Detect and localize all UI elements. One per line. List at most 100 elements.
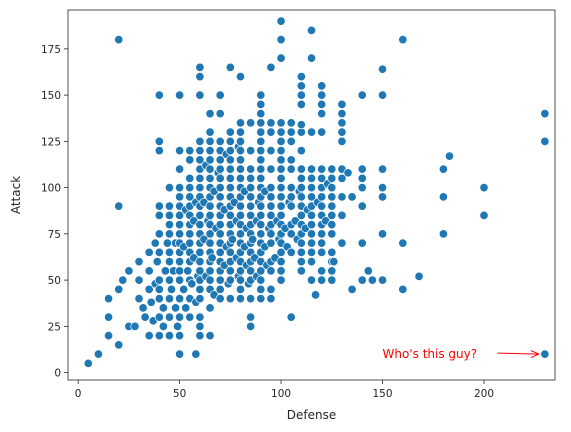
data-point	[196, 257, 204, 265]
data-point	[257, 128, 265, 136]
data-point	[125, 267, 133, 275]
annotation-text: Who's this guy?	[383, 347, 478, 361]
data-point	[328, 220, 336, 228]
data-point	[297, 183, 305, 191]
data-point	[175, 183, 183, 191]
data-point	[317, 193, 325, 201]
data-point	[226, 276, 234, 284]
data-point	[267, 128, 275, 136]
data-point	[186, 156, 194, 164]
data-point	[226, 63, 234, 71]
data-point	[267, 119, 275, 127]
data-point	[165, 230, 173, 238]
data-point	[115, 202, 123, 210]
data-point	[277, 174, 285, 182]
data-point	[338, 128, 346, 136]
data-point	[145, 331, 153, 339]
data-point	[378, 230, 386, 238]
y-tick-label: 0	[54, 368, 61, 380]
data-point	[307, 220, 315, 228]
data-point	[358, 276, 366, 284]
data-point	[163, 239, 171, 247]
data-point	[267, 285, 275, 293]
data-point	[135, 294, 143, 302]
data-point	[155, 313, 163, 321]
data-point	[196, 63, 204, 71]
data-point	[317, 91, 325, 99]
data-point	[206, 202, 214, 210]
data-point	[226, 174, 234, 182]
data-point	[368, 276, 376, 284]
data-point	[155, 285, 163, 293]
data-point	[184, 267, 192, 275]
data-point	[541, 350, 549, 358]
data-point	[399, 239, 407, 247]
data-point	[226, 137, 234, 145]
data-point	[246, 119, 254, 127]
data-point	[328, 211, 336, 219]
data-point	[151, 239, 159, 247]
data-point	[206, 146, 214, 154]
data-point	[277, 165, 285, 173]
data-point	[216, 109, 224, 117]
data-point	[328, 183, 336, 191]
data-point	[165, 257, 173, 265]
data-point	[175, 165, 183, 173]
data-point	[307, 248, 315, 256]
data-point	[439, 230, 447, 238]
data-point	[358, 202, 366, 210]
data-point	[196, 146, 204, 154]
data-point	[415, 272, 423, 280]
data-point	[206, 128, 214, 136]
data-point	[338, 211, 346, 219]
data-point	[246, 165, 254, 173]
data-point	[236, 294, 244, 302]
data-point	[257, 211, 265, 219]
data-point	[307, 165, 315, 173]
data-point	[307, 230, 315, 238]
data-point	[139, 304, 147, 312]
data-point	[216, 220, 224, 228]
data-point	[216, 91, 224, 99]
data-point	[206, 211, 214, 219]
data-point	[297, 267, 305, 275]
data-point	[439, 193, 447, 201]
data-point	[165, 211, 173, 219]
data-point	[344, 169, 352, 177]
data-point	[277, 156, 285, 164]
x-tick-label: 100	[271, 388, 291, 400]
data-point	[277, 146, 285, 154]
data-point	[155, 294, 163, 302]
y-axis-label: Attack	[9, 176, 23, 214]
data-point	[206, 276, 214, 284]
data-point	[186, 230, 194, 238]
data-point	[317, 202, 325, 210]
data-point	[267, 294, 275, 302]
data-point	[135, 276, 143, 284]
data-point	[378, 165, 386, 173]
data-point	[307, 211, 315, 219]
data-point	[328, 174, 336, 182]
data-point	[307, 128, 315, 136]
data-point	[186, 146, 194, 154]
data-point	[206, 239, 214, 247]
data-point	[155, 276, 163, 284]
data-point	[267, 230, 275, 238]
data-point	[94, 350, 102, 358]
data-point	[236, 285, 244, 293]
data-point	[439, 165, 447, 173]
data-point	[246, 183, 254, 191]
data-point	[267, 193, 275, 201]
data-point	[216, 276, 224, 284]
y-tick-label: 75	[48, 229, 61, 241]
data-point	[257, 230, 265, 238]
data-point	[297, 248, 305, 256]
data-point	[307, 276, 315, 284]
data-point	[297, 165, 305, 173]
data-point	[175, 91, 183, 99]
data-point	[297, 193, 305, 201]
data-point	[267, 267, 275, 275]
x-tick-label: 50	[173, 388, 186, 400]
data-point	[216, 285, 224, 293]
